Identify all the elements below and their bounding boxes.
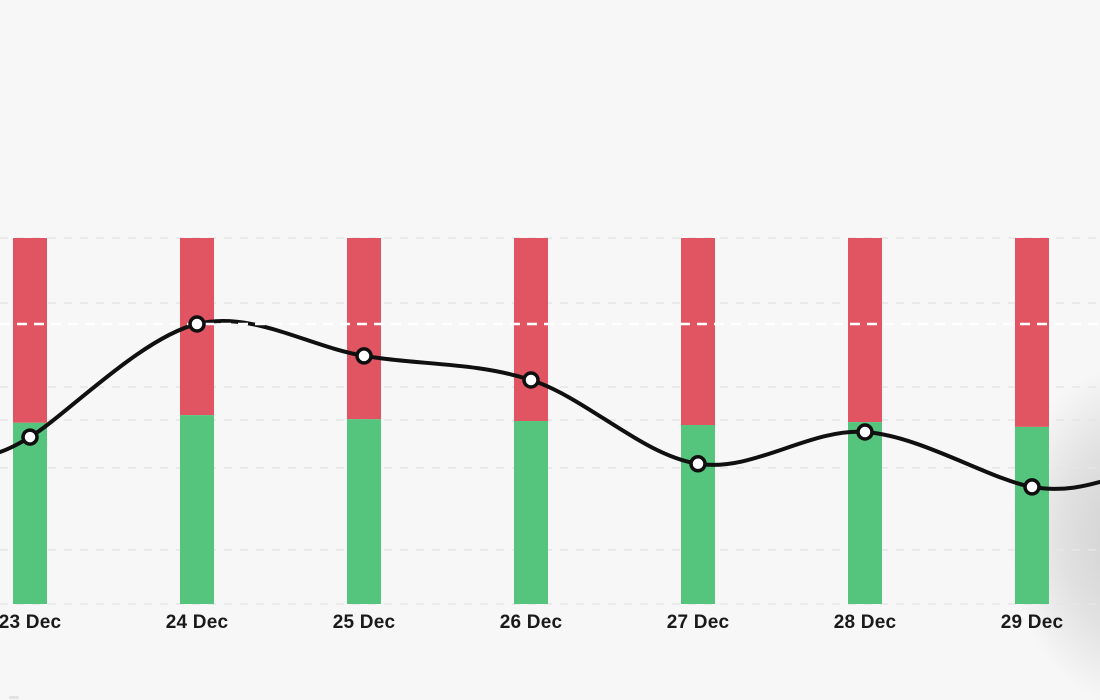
- data-point-marker[interactable]: [188, 315, 206, 333]
- bar-green-segment[interactable]: [848, 422, 882, 604]
- data-point-marker[interactable]: [355, 347, 373, 365]
- gridlines: [0, 237, 1100, 605]
- bar-red-segment[interactable]: [1015, 238, 1049, 427]
- bar-red-segment[interactable]: [514, 238, 548, 421]
- data-point-marker[interactable]: [21, 428, 39, 446]
- bar-red-segment[interactable]: [681, 238, 715, 425]
- bar-red-segment[interactable]: [347, 238, 381, 420]
- bar-red-segment[interactable]: [13, 238, 47, 423]
- bar-green-segment[interactable]: [514, 421, 548, 604]
- data-point-marker[interactable]: [856, 423, 874, 441]
- trend-line-path: [0, 319, 1100, 491]
- data-point-marker[interactable]: [689, 455, 707, 473]
- bar-red-segment[interactable]: [848, 238, 882, 423]
- bar-green-segment[interactable]: [13, 422, 47, 604]
- bar-green-segment[interactable]: [347, 419, 381, 604]
- line-markers: [21, 315, 1041, 496]
- bar-green-segment[interactable]: [681, 425, 715, 604]
- bars: [13, 238, 1049, 604]
- trend-line: [0, 319, 1100, 491]
- bar-green-segment[interactable]: [1015, 426, 1049, 604]
- data-point-marker[interactable]: [522, 371, 540, 389]
- cutoff-partial-element: [9, 696, 19, 699]
- data-point-marker[interactable]: [1023, 478, 1041, 496]
- bar-green-segment[interactable]: [180, 415, 214, 604]
